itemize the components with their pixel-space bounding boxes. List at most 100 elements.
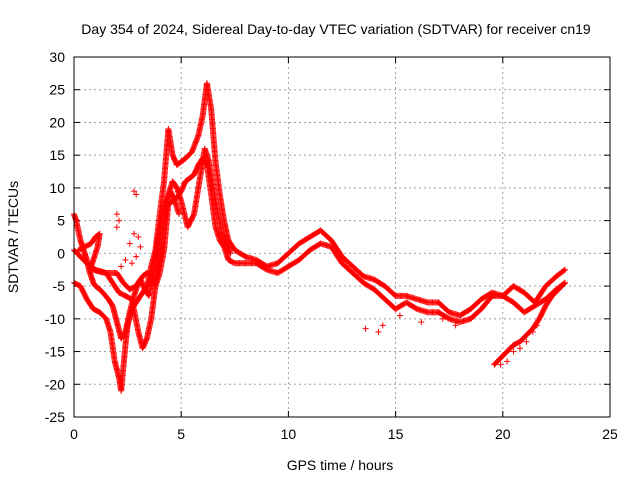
- track-b-point: [81, 291, 88, 298]
- track-f-point: [541, 304, 548, 311]
- track-c-point: [225, 245, 232, 252]
- track-c-point: [225, 246, 232, 253]
- plot-frame: [73, 56, 611, 418]
- y-tick-label: 25: [49, 82, 65, 98]
- track-a-point: [412, 305, 419, 312]
- y-tick-label: 20: [49, 114, 65, 130]
- track-b-point: [241, 252, 248, 259]
- track-c-point: [223, 241, 230, 248]
- track-a-point: [230, 259, 237, 266]
- track-c-point: [189, 214, 196, 221]
- y-tick-label: 0: [57, 245, 65, 261]
- track-e-point: [128, 260, 135, 267]
- track-c-point: [222, 239, 229, 246]
- chart-title: Day 354 of 2024, Sidereal Day-to-day VTE…: [81, 21, 591, 37]
- x-tick-label: 0: [70, 426, 78, 442]
- track-g-point: [510, 348, 517, 355]
- track-c-point: [220, 234, 227, 241]
- x-axis-label: GPS time / hours: [287, 457, 394, 473]
- track-c-point: [224, 244, 231, 251]
- track-e-point: [126, 240, 133, 247]
- track-c-point: [187, 217, 194, 224]
- track-f-point: [540, 308, 546, 315]
- track-e-point: [122, 256, 129, 263]
- y-axis-label: SDTVAR / TECUs: [5, 181, 21, 293]
- y-tick-label: -15: [45, 344, 65, 360]
- track-c-point: [187, 218, 194, 225]
- track-h-point: [439, 315, 446, 322]
- track-c-point: [185, 223, 192, 230]
- y-tick-label: 30: [49, 49, 65, 65]
- track-c-point: [222, 238, 229, 245]
- track-f-point: [540, 307, 547, 314]
- track-g-point: [523, 338, 530, 345]
- track-d-point: [176, 211, 183, 218]
- track-h-point: [131, 188, 138, 195]
- track-h-point: [418, 319, 425, 326]
- y-tick-label: -25: [45, 409, 65, 425]
- x-tick-label: 10: [281, 426, 297, 442]
- track-c-point: [218, 230, 225, 237]
- track-e-point: [118, 263, 125, 270]
- track-b-point: [561, 266, 568, 273]
- track-c-point: [186, 220, 193, 227]
- track-b-point: [80, 289, 87, 296]
- track-g-point: [504, 358, 511, 365]
- x-tick-label: 15: [388, 426, 404, 442]
- track-c-point: [185, 222, 192, 228]
- track-b-point: [79, 287, 86, 294]
- track-c-point: [227, 249, 234, 256]
- track-c-point: [190, 212, 197, 219]
- y-tick-label: 15: [49, 147, 65, 163]
- y-tick-label: 10: [49, 180, 65, 196]
- data-points: [71, 80, 568, 394]
- track-b-point: [561, 267, 568, 274]
- track-f-point: [539, 309, 546, 316]
- track-h-point: [113, 211, 120, 218]
- y-tick-label: -20: [45, 376, 65, 392]
- x-tick-label: 20: [495, 426, 511, 442]
- track-c-point: [227, 250, 234, 257]
- track-b-point: [79, 286, 86, 293]
- track-c-point: [189, 213, 196, 220]
- grid-lines: [74, 57, 610, 417]
- track-c-point: [219, 233, 226, 240]
- track-c-point: [223, 242, 230, 249]
- track-e-point: [131, 230, 138, 237]
- track-e-point: [133, 253, 140, 260]
- track-b-point: [78, 285, 85, 292]
- track-f-point: [561, 280, 568, 287]
- track-b-point: [80, 288, 87, 295]
- track-b-point: [77, 284, 84, 291]
- track-f-point: [538, 311, 545, 318]
- track-h-point: [379, 322, 386, 329]
- track-f-point: [536, 314, 543, 321]
- track-g-point: [534, 322, 541, 329]
- track-e-point: [137, 243, 144, 250]
- track-a-point: [445, 315, 452, 322]
- track-c-point: [186, 219, 193, 226]
- track-f-point: [538, 310, 545, 317]
- y-tick-label: -5: [53, 278, 66, 294]
- track-c-point: [220, 235, 227, 242]
- track-h-point: [116, 217, 123, 224]
- track-c-point: [226, 248, 233, 255]
- track-b-point: [82, 294, 89, 300]
- y-tick-label: 5: [57, 213, 65, 229]
- x-tick-label: 5: [177, 426, 185, 442]
- track-f-point: [536, 315, 543, 322]
- track-c-point: [219, 231, 226, 238]
- track-c-point: [188, 216, 195, 223]
- track-c-point: [184, 224, 191, 231]
- track-b-point: [77, 283, 84, 290]
- track-h-point: [133, 191, 140, 198]
- track-g-point: [529, 328, 536, 335]
- track-h-point: [113, 224, 120, 231]
- track-f-point: [561, 279, 568, 286]
- track-f-point: [541, 306, 548, 312]
- y-tick-label: -10: [45, 311, 65, 327]
- track-c-point: [224, 243, 231, 250]
- track-c-point: [188, 215, 195, 222]
- track-g-point: [497, 361, 504, 368]
